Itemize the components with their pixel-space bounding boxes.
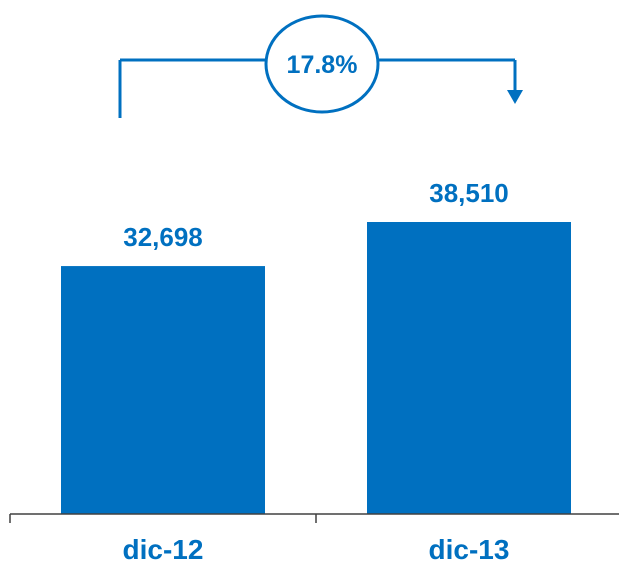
x-axis — [9, 513, 619, 523]
value-labels-layer: 32,698 dic-12 38,510 dic-13 — [123, 178, 510, 565]
bars-layer — [61, 222, 571, 514]
growth-percentage-label: 17.8% — [287, 51, 358, 79]
bar-dic-13 — [367, 222, 571, 514]
category-label-dic-13: dic-13 — [429, 534, 510, 565]
growth-annotation: 17.8% — [118, 14, 523, 118]
percentage-circle — [264, 14, 380, 114]
value-label-dic-13: 38,510 — [429, 178, 509, 208]
arrow-head-icon — [507, 90, 523, 104]
value-label-dic-12: 32,698 — [123, 222, 203, 252]
bar-dic-12 — [61, 266, 265, 514]
category-label-dic-12: dic-12 — [123, 534, 204, 565]
